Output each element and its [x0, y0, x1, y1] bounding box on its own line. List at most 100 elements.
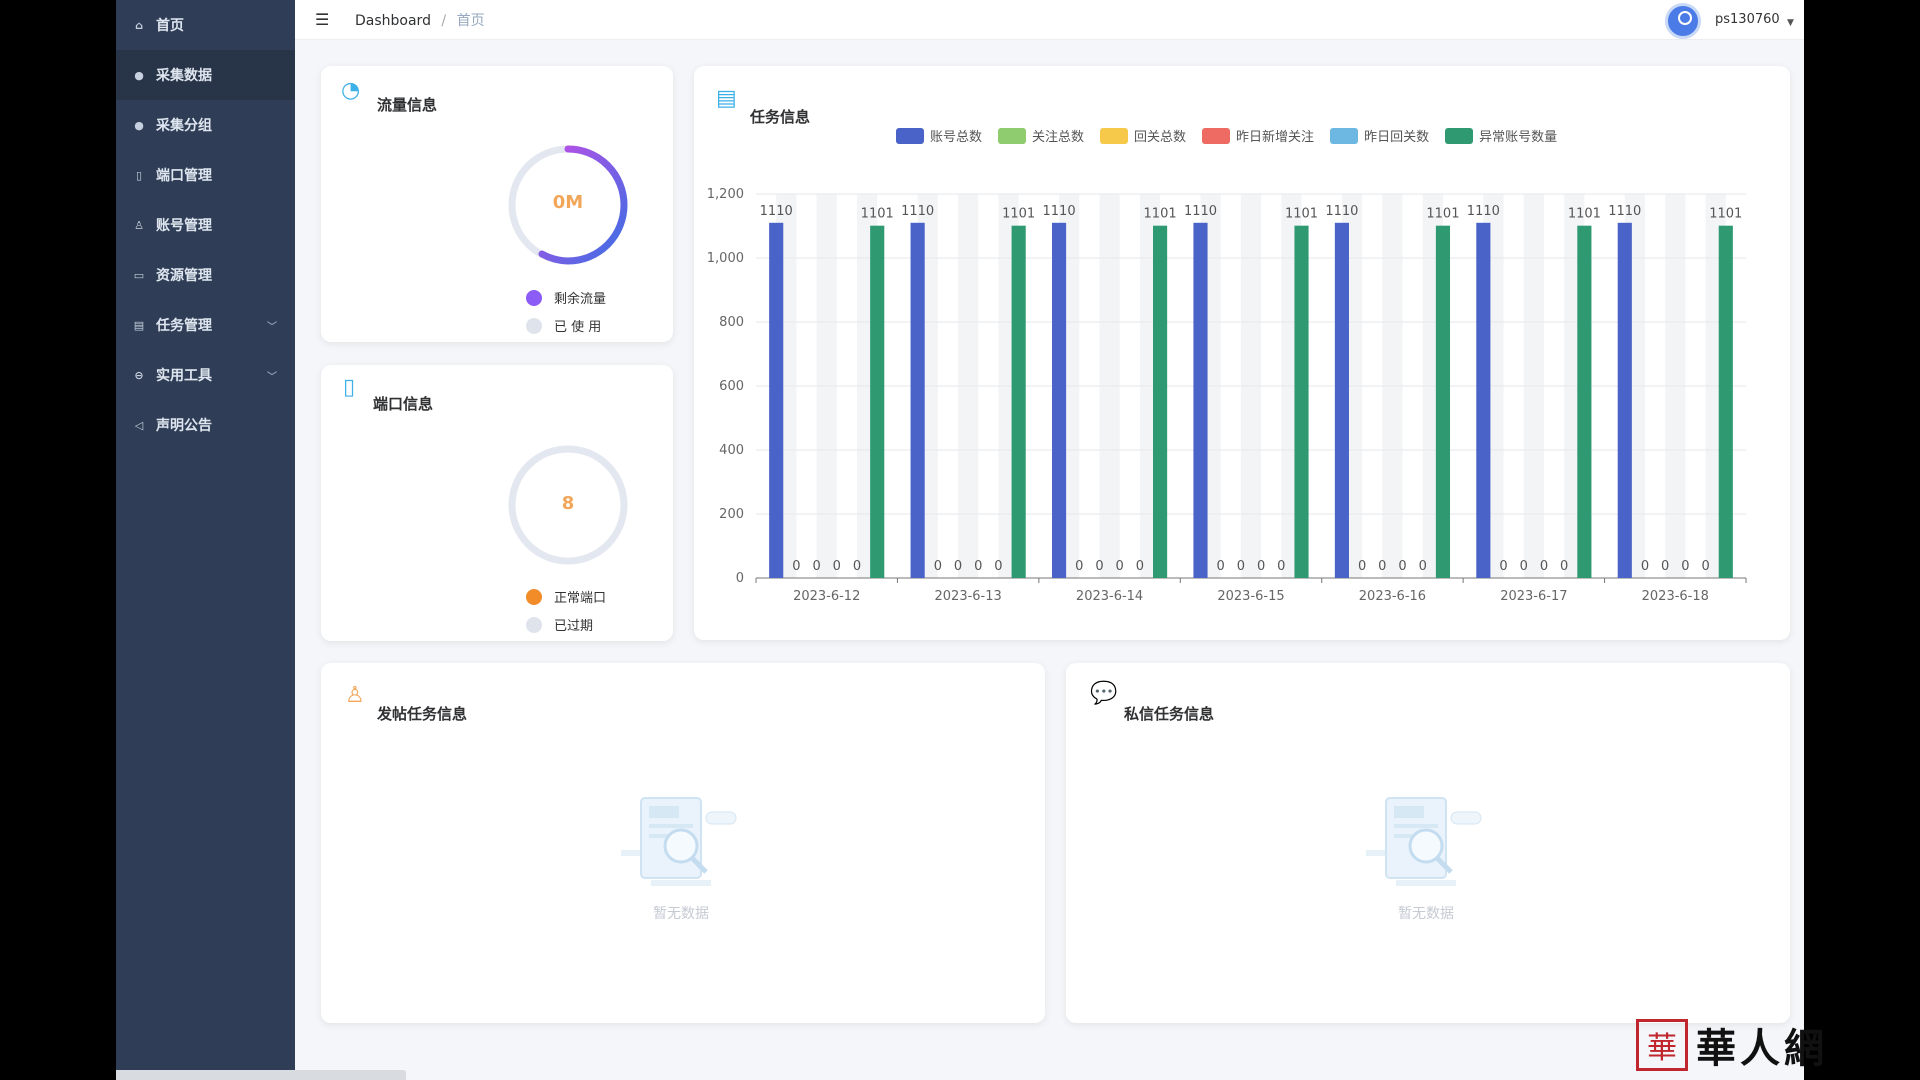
data-label: 0	[1237, 559, 1245, 574]
phone-icon: ▯	[343, 375, 356, 400]
person-icon: ♙	[345, 683, 365, 708]
bar	[870, 225, 885, 578]
legend-remaining: 剩余流量	[526, 288, 606, 307]
data-label: 0	[1520, 559, 1528, 574]
data-label: 1101	[1002, 207, 1035, 222]
bar	[1294, 225, 1309, 578]
traffic-title: 流量信息	[377, 96, 438, 114]
x-tick-label: 2023-6-13	[935, 589, 1002, 604]
y-tick-label: 200	[719, 507, 744, 522]
task-title: 任务信息	[750, 108, 811, 126]
chat-bubble-icon: 💬	[1090, 681, 1118, 706]
avatar[interactable]	[1665, 3, 1701, 39]
username[interactable]: ps130760	[1715, 12, 1780, 27]
legend-dot	[526, 588, 542, 605]
breadcrumb: Dashboard / 首页	[355, 10, 485, 30]
traffic-card: ◔ 流量信息 0M 剩余流量 已 使 用	[321, 66, 673, 342]
port-ring	[508, 445, 628, 565]
sidebar-item-port-management[interactable]: ▯ 端口管理	[116, 150, 295, 200]
data-label: 0	[1398, 559, 1406, 574]
port-card: ▯ 端口信息 8 正常端口 已过期	[321, 365, 673, 641]
x-tick-label: 2023-6-15	[1217, 589, 1284, 604]
legend-item[interactable]: 昨日回关数	[1330, 126, 1429, 145]
letterbox-right	[1804, 0, 1920, 1080]
legend-swatch	[896, 127, 924, 144]
bar	[1435, 225, 1451, 578]
legend-used: 已 使 用	[526, 316, 601, 335]
dm-task-card: 💬 私信任务信息 暂无数据	[1066, 663, 1790, 1023]
bar	[769, 222, 784, 579]
legend-item[interactable]: 账号总数	[896, 126, 982, 145]
task-icon: ▤	[133, 318, 145, 332]
sidebar-item-task-management[interactable]: ▤ 任务管理 ﹀	[116, 300, 295, 350]
empty-text: 暂无数据	[1398, 906, 1454, 922]
sidebar-item-collect-data[interactable]: ● 采集数据	[116, 50, 295, 100]
legend-label: 已过期	[554, 619, 594, 634]
user-icon: ●	[134, 68, 144, 82]
sidebar-item-account-management[interactable]: ♙ 账号管理	[116, 200, 295, 250]
legend-swatch	[1330, 127, 1359, 144]
user-icon: ●	[134, 118, 144, 132]
data-label: 0	[1681, 559, 1689, 574]
sidebar-item-announcements[interactable]: ◁ 声明公告	[116, 400, 295, 450]
x-tick-label: 2023-6-14	[1076, 589, 1143, 604]
legend-item[interactable]: 昨日新增关注	[1202, 126, 1314, 145]
empty-data-illustration	[1366, 797, 1482, 886]
sidebar-item-home[interactable]: ⌂ 首页	[116, 0, 295, 50]
sidebar-item-collect-group[interactable]: ● 采集分组	[116, 100, 295, 150]
bar	[1011, 225, 1026, 578]
watermark-text: 華人網	[1696, 1025, 1828, 1072]
data-label: 0	[833, 559, 841, 574]
sidebar-item-label: 首页	[156, 18, 184, 34]
post-task-title: 发帖任务信息	[377, 705, 468, 723]
legend-dot	[526, 616, 542, 633]
bar	[910, 222, 925, 579]
legend-item[interactable]: 异常账号数量	[1445, 126, 1557, 145]
caret-down-icon[interactable]: ▼	[1787, 18, 1794, 28]
watermark-logo: 華 華人網	[1636, 1016, 1828, 1074]
data-label: 0	[1095, 559, 1103, 574]
post-task-card: ♙ 发帖任务信息 暂无数据	[321, 663, 1045, 1023]
sidebar-item-resource-management[interactable]: ▭ 资源管理	[116, 250, 295, 300]
data-label: 0	[853, 559, 861, 574]
data-label: 1110	[1184, 204, 1217, 219]
tool-icon: ⊖	[134, 368, 144, 382]
data-label: 0	[1136, 559, 1144, 574]
watermark-seal: 華	[1636, 1019, 1688, 1071]
folder-icon: ▭	[133, 268, 145, 282]
data-label: 0	[1217, 559, 1225, 574]
data-label: 0	[1277, 559, 1285, 574]
data-label: 0	[1661, 559, 1669, 574]
data-label: 0	[1641, 559, 1649, 574]
legend-item[interactable]: 关注总数	[998, 126, 1084, 145]
data-label: 1101	[1709, 207, 1742, 222]
data-label: 0	[1378, 559, 1386, 574]
sidebar-item-label: 采集数据	[156, 68, 212, 84]
data-label: 1110	[760, 204, 793, 219]
y-tick-label: 1,200	[707, 187, 744, 202]
home-icon: ⌂	[135, 18, 143, 32]
hamburger-icon[interactable]: ☰	[315, 10, 330, 29]
legend-expired: 已过期	[526, 615, 593, 634]
data-label: 0	[1499, 559, 1507, 574]
chevron-down-icon: ﹀	[267, 372, 277, 383]
legend-label: 回关总数	[1134, 130, 1187, 145]
sidebar-item-label: 资源管理	[156, 268, 212, 284]
breadcrumb-current: 首页	[456, 13, 485, 29]
port-value: 8	[561, 493, 575, 514]
traffic-value: 0M	[552, 192, 584, 213]
y-tick-label: 400	[719, 443, 744, 458]
legend-item[interactable]: 回关总数	[1100, 126, 1186, 145]
sidebar-item-utilities[interactable]: ⊖ 实用工具 ﹀	[116, 350, 295, 400]
legend-label: 关注总数	[1032, 130, 1085, 145]
breadcrumb-root[interactable]: Dashboard	[355, 13, 431, 29]
data-label: 0	[1701, 559, 1709, 574]
breadcrumb-separator: /	[441, 13, 447, 29]
sidebar-item-label: 端口管理	[156, 168, 212, 184]
data-label: 0	[994, 559, 1002, 574]
data-label: 0	[954, 559, 962, 574]
data-label: 0	[1358, 559, 1366, 574]
data-label: 1110	[1043, 204, 1076, 219]
y-tick-label: 1,000	[707, 251, 744, 266]
